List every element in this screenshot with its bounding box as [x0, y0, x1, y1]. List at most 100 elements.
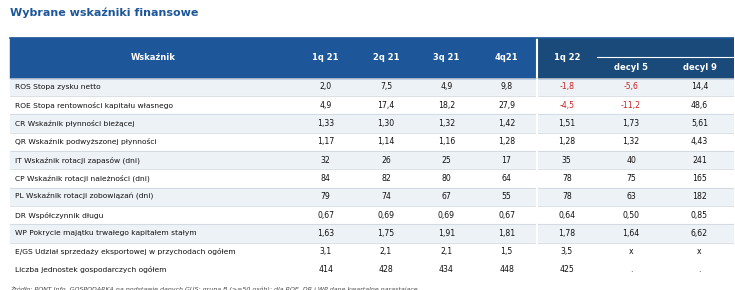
Bar [10, 169, 734, 188]
Bar [10, 114, 734, 133]
Text: 84: 84 [320, 174, 331, 183]
Text: 4,9: 4,9 [440, 82, 452, 91]
Text: 32: 32 [320, 156, 331, 165]
Bar [10, 133, 734, 151]
Text: CR Wskaźnik płynności bieżącej: CR Wskaźnik płynności bieżącej [15, 120, 134, 127]
Bar [10, 188, 734, 206]
Text: E/GS Udział sprzedaży eksportowej w przychodach ogółem: E/GS Udział sprzedaży eksportowej w przy… [15, 248, 235, 255]
Text: 1,28: 1,28 [559, 137, 576, 146]
Text: 434: 434 [439, 266, 453, 275]
Text: decyl 5: decyl 5 [614, 63, 648, 72]
Text: 1,75: 1,75 [377, 229, 395, 238]
Text: 1q 21: 1q 21 [312, 53, 339, 62]
Text: 1,5: 1,5 [501, 247, 512, 256]
Text: 9,8: 9,8 [501, 82, 512, 91]
Text: 80: 80 [442, 174, 451, 183]
Text: 4,9: 4,9 [320, 101, 331, 110]
Text: -1,8: -1,8 [559, 82, 574, 91]
Text: 5,61: 5,61 [691, 119, 708, 128]
Text: 26: 26 [381, 156, 391, 165]
Text: x: x [697, 247, 702, 256]
Text: 64: 64 [501, 174, 512, 183]
Text: 428: 428 [379, 266, 393, 275]
Text: 78: 78 [562, 192, 572, 201]
Text: 17,4: 17,4 [377, 101, 395, 110]
Text: 6,62: 6,62 [691, 229, 708, 238]
Text: 448: 448 [499, 266, 514, 275]
Text: -11,2: -11,2 [621, 101, 641, 110]
Text: 14,4: 14,4 [691, 82, 708, 91]
Text: Liczba jednostek gospodarczych ogółem: Liczba jednostek gospodarczych ogółem [15, 267, 166, 273]
Text: 1,78: 1,78 [559, 229, 576, 238]
Text: 1q 22: 1q 22 [553, 53, 580, 62]
Text: 1,63: 1,63 [317, 229, 334, 238]
Text: 0,67: 0,67 [318, 211, 334, 220]
Text: 1,28: 1,28 [498, 137, 515, 146]
Text: 1,64: 1,64 [623, 229, 639, 238]
Text: 25: 25 [442, 156, 451, 165]
Text: 78: 78 [562, 174, 572, 183]
Text: Źródło: PONT Info. GOSPODARKA na podstawie danych GUS; grupa B (>=50 osób); dla : Źródło: PONT Info. GOSPODARKA na podstaw… [10, 286, 417, 290]
Text: 3q 21: 3q 21 [433, 53, 459, 62]
Text: 1,16: 1,16 [437, 137, 455, 146]
Text: 0,85: 0,85 [691, 211, 708, 220]
Text: PL Wskaźnik rotacji zobowiązań (dni): PL Wskaźnik rotacji zobowiązań (dni) [15, 193, 153, 200]
Text: Wybrane wskaźniki finansowe: Wybrane wskaźniki finansowe [10, 8, 198, 18]
Text: 4,43: 4,43 [691, 137, 708, 146]
Text: 27,9: 27,9 [498, 101, 515, 110]
Text: 4q21: 4q21 [495, 53, 518, 62]
Text: 74: 74 [381, 192, 391, 201]
Text: 1,91: 1,91 [437, 229, 455, 238]
Text: Wskaźnik: Wskaźnik [130, 53, 175, 62]
Text: 79: 79 [320, 192, 331, 201]
Bar [10, 96, 734, 114]
Text: CP Wskaźnik rotacji należności (dni): CP Wskaźnik rotacji należności (dni) [15, 175, 149, 182]
Text: 1,51: 1,51 [558, 119, 576, 128]
Text: IT Wskaźnik rotacji zapasów (dni): IT Wskaźnik rotacji zapasów (dni) [15, 156, 140, 164]
Bar [10, 206, 734, 224]
Text: 2q 21: 2q 21 [373, 53, 399, 62]
Text: 3,1: 3,1 [320, 247, 331, 256]
Text: 2,1: 2,1 [380, 247, 392, 256]
Text: 0,50: 0,50 [623, 211, 639, 220]
Text: -4,5: -4,5 [559, 101, 574, 110]
Text: x: x [629, 247, 634, 256]
Bar [10, 261, 734, 279]
Text: 7,5: 7,5 [380, 82, 392, 91]
Text: 1,17: 1,17 [317, 137, 334, 146]
Text: 55: 55 [502, 192, 512, 201]
Text: 182: 182 [692, 192, 707, 201]
Bar [10, 78, 734, 96]
Text: 18,2: 18,2 [437, 101, 455, 110]
Text: 0,69: 0,69 [378, 211, 395, 220]
Text: 35: 35 [562, 156, 572, 165]
Text: 425: 425 [559, 266, 574, 275]
Text: 3,5: 3,5 [561, 247, 573, 256]
Bar [10, 151, 734, 169]
Text: 1,81: 1,81 [498, 229, 515, 238]
Text: 0,69: 0,69 [438, 211, 455, 220]
Text: 40: 40 [626, 156, 636, 165]
Bar [10, 224, 734, 242]
Text: 1,30: 1,30 [377, 119, 395, 128]
Text: WP Pokrycie majątku trwałego kapitałem stałym: WP Pokrycie majątku trwałego kapitałem s… [15, 230, 196, 236]
Text: -5,6: -5,6 [624, 82, 639, 91]
Text: ROS Stopa zysku netto: ROS Stopa zysku netto [15, 84, 100, 90]
Bar [537, 38, 734, 78]
Text: 0,64: 0,64 [559, 211, 576, 220]
Text: 1,73: 1,73 [623, 119, 639, 128]
Text: 414: 414 [318, 266, 333, 275]
Text: 63: 63 [626, 192, 636, 201]
Text: 82: 82 [381, 174, 391, 183]
Text: 1,33: 1,33 [317, 119, 334, 128]
Bar [10, 242, 734, 261]
Text: 1,42: 1,42 [498, 119, 515, 128]
Text: decyl 9: decyl 9 [683, 63, 717, 72]
Text: 165: 165 [692, 174, 707, 183]
Text: 2,1: 2,1 [440, 247, 452, 256]
Text: 1,32: 1,32 [623, 137, 639, 146]
Text: .: . [698, 266, 700, 275]
Text: 1,32: 1,32 [437, 119, 455, 128]
Text: ROE Stopa rentowności kapitału własnego: ROE Stopa rentowności kapitału własnego [15, 102, 173, 109]
Text: 17: 17 [501, 156, 512, 165]
